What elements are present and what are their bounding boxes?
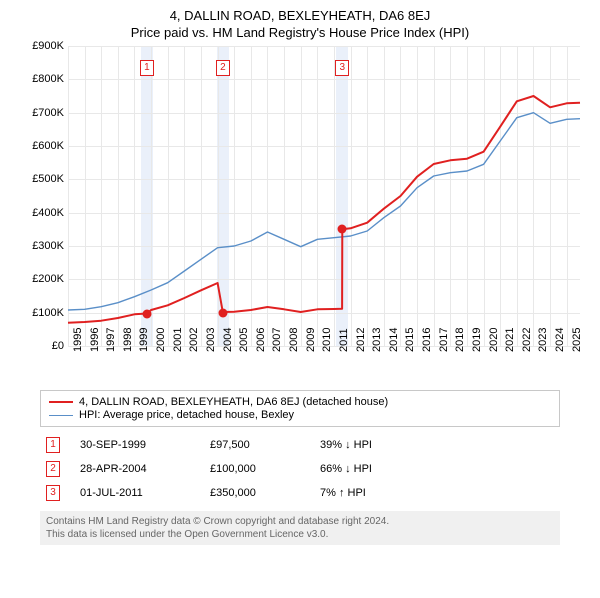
x-axis-label: 2008 <box>288 328 300 352</box>
event-diff: 7% ↑ HPI <box>320 487 366 499</box>
y-axis-label: £100K <box>32 307 64 319</box>
x-axis-label: 2003 <box>205 328 217 352</box>
legend-row-hpi: HPI: Average price, detached house, Bexl… <box>49 409 551 421</box>
event-number-box: 3 <box>46 485 60 501</box>
event-marker: 1 <box>140 60 154 76</box>
event-diff: 39% ↓ HPI <box>320 439 372 451</box>
y-axis-label: £800K <box>32 73 64 85</box>
x-axis-label: 2004 <box>222 328 234 352</box>
x-axis-label: 2024 <box>554 328 566 352</box>
x-axis-label: 2005 <box>238 328 250 352</box>
x-axis-label: 2016 <box>421 328 433 352</box>
event-point <box>142 309 151 318</box>
chart-lines <box>68 46 580 346</box>
event-row: 2 28-APR-2004 £100,000 66% ↓ HPI <box>40 457 560 481</box>
event-number-box: 1 <box>46 437 60 453</box>
y-axis-label: £0 <box>52 340 64 352</box>
footer: Contains HM Land Registry data © Crown c… <box>40 511 560 545</box>
x-axis-label: 2002 <box>188 328 200 352</box>
y-axis-label: £500K <box>32 173 64 185</box>
y-axis-label: £200K <box>32 273 64 285</box>
event-price: £97,500 <box>210 439 300 451</box>
events-table: 1 30-SEP-1999 £97,500 39% ↓ HPI 2 28-APR-2004… <box>40 433 560 505</box>
legend-row-price-paid: 4, DALLIN ROAD, BEXLEYHEATH, DA6 8EJ (de… <box>49 396 551 408</box>
event-price: £100,000 <box>210 463 300 475</box>
chart-area: 1 2 3 £0 £100K £200K £300K £400K £500K £600K £700… <box>20 46 580 386</box>
x-axis-label: 2013 <box>371 328 383 352</box>
footer-line2: This data is licensed under the Open Gov… <box>46 528 554 541</box>
x-axis-label: 2019 <box>471 328 483 352</box>
legend-swatch-price-paid <box>49 401 73 403</box>
x-axis-label: 2007 <box>271 328 283 352</box>
y-axis-label: £700K <box>32 107 64 119</box>
y-axis-label: £400K <box>32 207 64 219</box>
x-axis-label: 2018 <box>454 328 466 352</box>
x-axis-label: 2025 <box>571 328 583 352</box>
event-date: 01-JUL-2011 <box>80 487 190 499</box>
plot-area: 1 2 3 <box>68 46 580 346</box>
y-axis-label: £300K <box>32 240 64 252</box>
legend: 4, DALLIN ROAD, BEXLEYHEATH, DA6 8EJ (de… <box>40 390 560 427</box>
event-point <box>218 308 227 317</box>
series-line <box>68 96 580 323</box>
series-line <box>68 113 580 310</box>
x-axis-label: 1996 <box>89 328 101 352</box>
event-row: 1 30-SEP-1999 £97,500 39% ↓ HPI <box>40 433 560 457</box>
x-axis-label: 2011 <box>338 328 350 352</box>
event-price: £350,000 <box>210 487 300 499</box>
x-axis-label: 2022 <box>521 328 533 352</box>
x-axis-label: 2015 <box>404 328 416 352</box>
title-line1: 4, DALLIN ROAD, BEXLEYHEATH, DA6 8EJ <box>0 8 600 23</box>
legend-label-price-paid: 4, DALLIN ROAD, BEXLEYHEATH, DA6 8EJ (de… <box>79 396 388 408</box>
event-diff: 66% ↓ HPI <box>320 463 372 475</box>
x-axis-label: 2014 <box>388 328 400 352</box>
event-date: 28-APR-2004 <box>80 463 190 475</box>
x-axis-label: 2010 <box>321 328 333 352</box>
x-axis-label: 2020 <box>488 328 500 352</box>
x-axis-label: 1999 <box>138 328 150 352</box>
legend-swatch-hpi <box>49 415 73 416</box>
event-number-box: 2 <box>46 461 60 477</box>
event-point <box>338 225 347 234</box>
x-axis-label: 1997 <box>105 328 117 352</box>
x-axis-label: 2021 <box>504 328 516 352</box>
y-axis-label: £900K <box>32 40 64 52</box>
title-line2: Price paid vs. HM Land Registry's House … <box>0 25 600 40</box>
event-marker: 2 <box>216 60 230 76</box>
x-axis-label: 1995 <box>72 328 84 352</box>
x-axis-label: 2006 <box>255 328 267 352</box>
x-axis-label: 1998 <box>122 328 134 352</box>
y-axis-label: £600K <box>32 140 64 152</box>
x-axis-label: 2000 <box>155 328 167 352</box>
event-date: 30-SEP-1999 <box>80 439 190 451</box>
legend-label-hpi: HPI: Average price, detached house, Bexl… <box>79 409 294 421</box>
event-row: 3 01-JUL-2011 £350,000 7% ↑ HPI <box>40 481 560 505</box>
x-axis-label: 2012 <box>355 328 367 352</box>
x-axis-label: 2001 <box>172 328 184 352</box>
x-axis-label: 2017 <box>438 328 450 352</box>
x-axis-label: 2009 <box>305 328 317 352</box>
x-axis-label: 2023 <box>537 328 549 352</box>
footer-line1: Contains HM Land Registry data © Crown c… <box>46 515 554 528</box>
event-marker: 3 <box>335 60 349 76</box>
